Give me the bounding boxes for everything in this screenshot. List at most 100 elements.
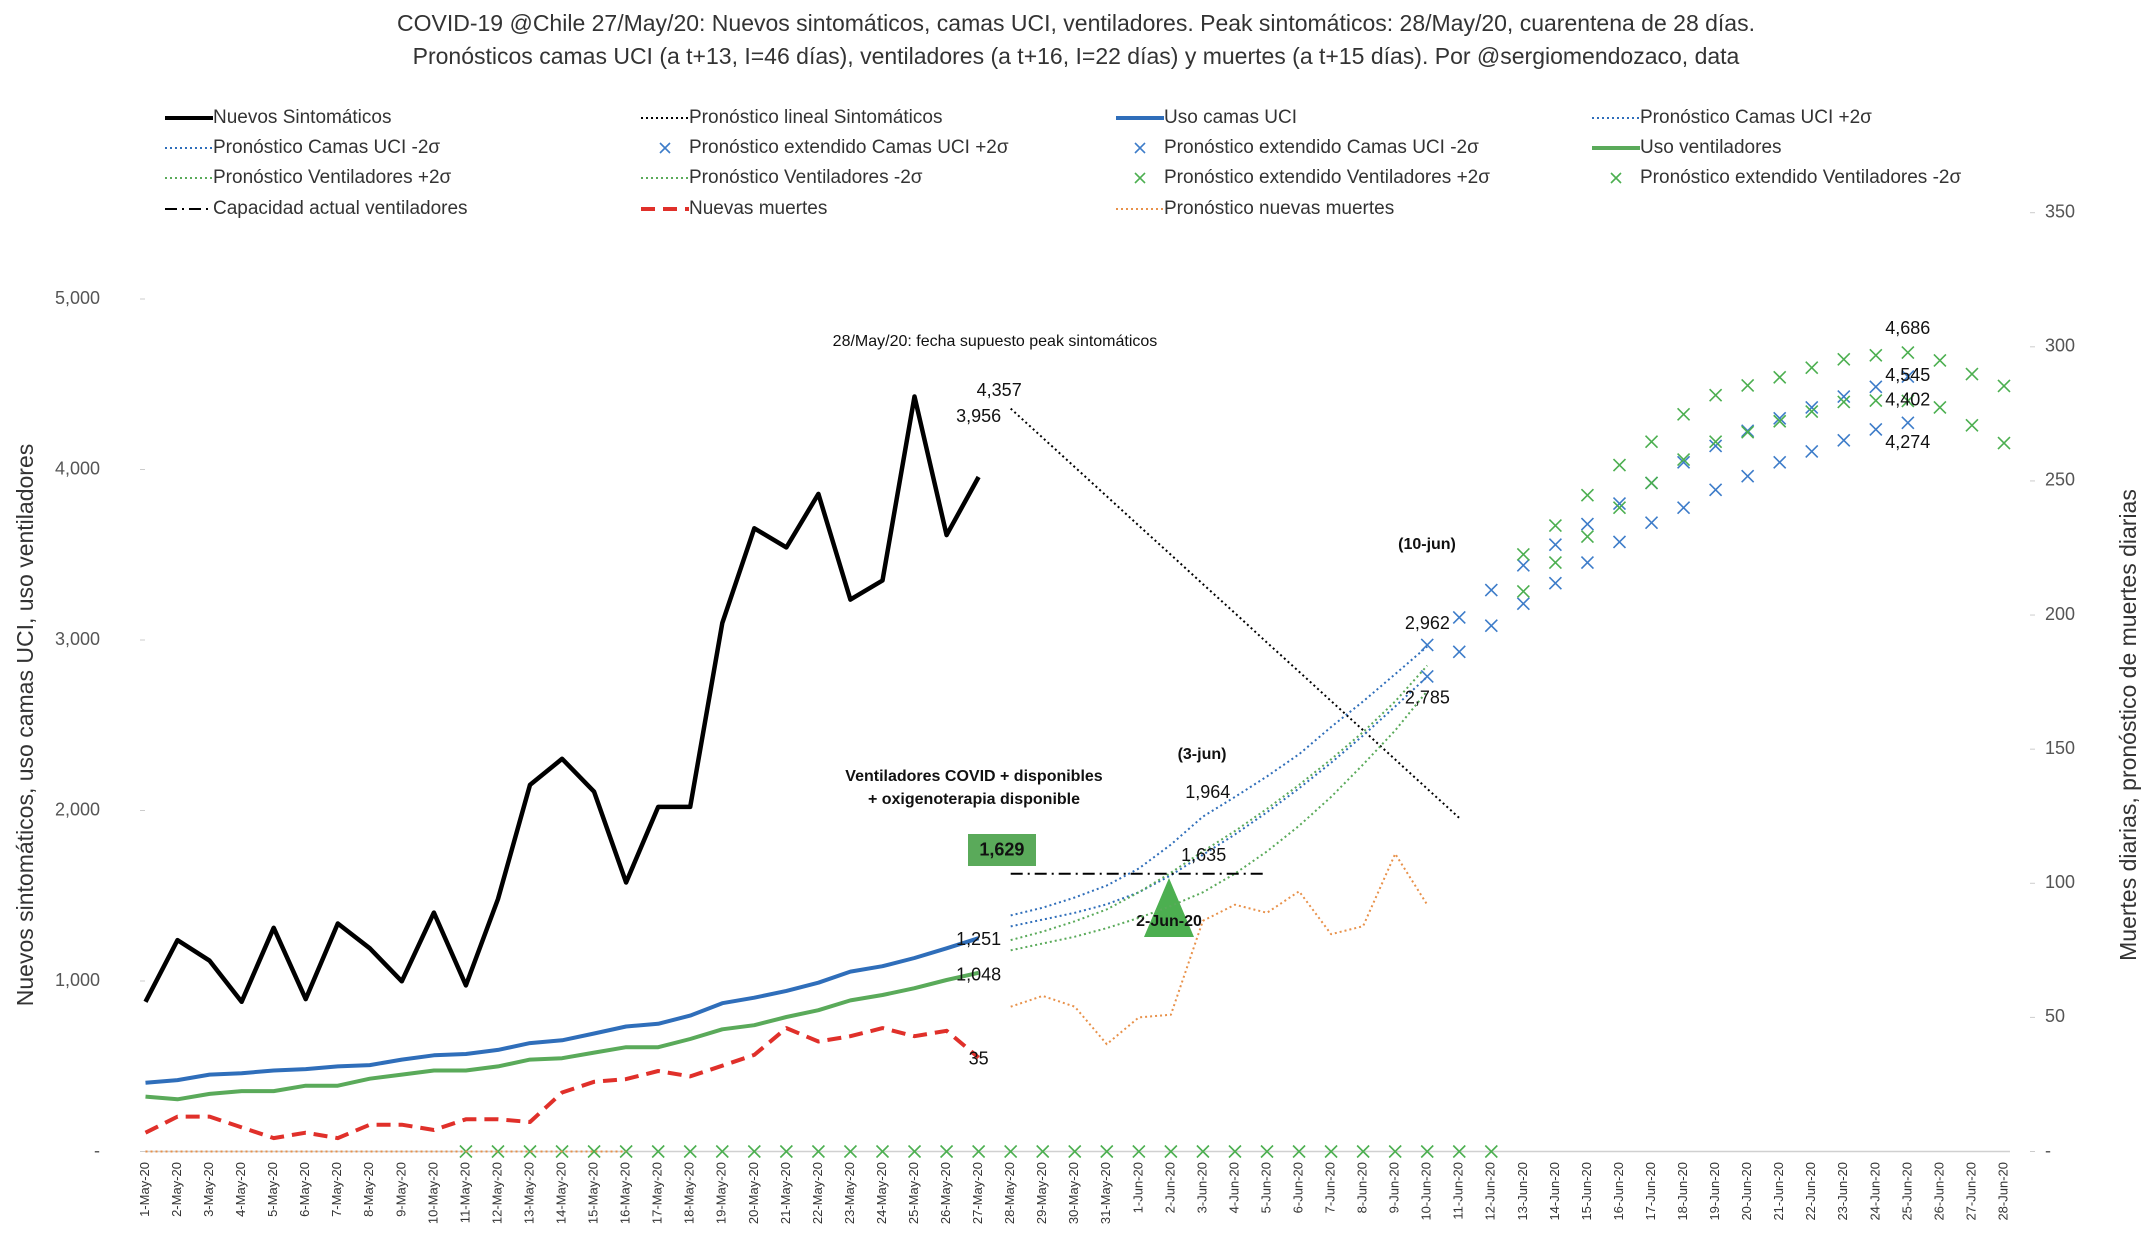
series-line bbox=[1010, 664, 1428, 942]
x-marker bbox=[811, 1144, 825, 1159]
x-marker bbox=[651, 1144, 665, 1159]
x-tick-label: 26-May-20 bbox=[938, 1162, 953, 1224]
x-tick-label: 9-May-20 bbox=[393, 1162, 408, 1217]
x-marker bbox=[1644, 476, 1659, 490]
x-tick-label: 3-Jun-20 bbox=[1194, 1162, 1209, 1213]
data-label: 1,251 bbox=[956, 929, 1001, 949]
x-marker bbox=[1837, 395, 1851, 409]
data-label: 2,785 bbox=[1405, 687, 1450, 707]
x-tick-label: 24-Jun-20 bbox=[1867, 1162, 1882, 1221]
x-tick-label: 20-May-20 bbox=[746, 1162, 761, 1224]
x-tick-label: 30-May-20 bbox=[1066, 1162, 1081, 1224]
x-marker bbox=[1677, 455, 1691, 469]
x-marker bbox=[1612, 501, 1627, 515]
x-tick-label: 18-Jun-20 bbox=[1675, 1162, 1690, 1221]
x-tick-label: 2-Jun-20 bbox=[1162, 1162, 1177, 1213]
x-tick-label: 15-May-20 bbox=[586, 1162, 601, 1224]
x-tick-label: 13-May-20 bbox=[521, 1162, 536, 1224]
x-tick-label: 31-May-20 bbox=[1098, 1162, 1113, 1224]
x-tick-label: 14-May-20 bbox=[553, 1162, 568, 1224]
x-marker bbox=[619, 1144, 633, 1159]
x-marker bbox=[1901, 345, 1915, 360]
x-tick-label: 28-Jun-20 bbox=[1995, 1162, 2010, 1221]
x-tick-label: 27-Jun-20 bbox=[1963, 1162, 1978, 1221]
x-marker bbox=[747, 1144, 761, 1159]
x-tick-label: 23-May-20 bbox=[842, 1162, 857, 1224]
x-marker bbox=[1709, 388, 1723, 402]
x-tick-label: 16-Jun-20 bbox=[1611, 1162, 1626, 1221]
legend-swatch bbox=[1134, 142, 1146, 154]
legend-label: Capacidad actual ventiladores bbox=[213, 198, 468, 219]
x-marker bbox=[1677, 453, 1691, 467]
y-tick-label: 3,000 bbox=[55, 629, 100, 649]
chart-subtitle: Pronósticos camas UCI (a t+13, I=46 días… bbox=[413, 43, 1740, 69]
x-marker bbox=[1548, 538, 1562, 552]
x-marker bbox=[1805, 404, 1819, 419]
y2-axis-label: Muertes diarias, pronóstico de muertes d… bbox=[2115, 489, 2141, 961]
y-tick-label: 4,000 bbox=[55, 458, 100, 478]
x-marker bbox=[1644, 516, 1659, 530]
x-marker bbox=[1260, 1144, 1274, 1159]
x-marker bbox=[1644, 435, 1659, 449]
x-marker bbox=[1741, 424, 1755, 438]
y-axis-label: Nuevos sintomáticos, uso camas UCI, uso … bbox=[12, 444, 38, 1006]
x-tick-label: 21-Jun-20 bbox=[1771, 1162, 1786, 1221]
x-marker bbox=[1901, 370, 1915, 384]
legend-swatch bbox=[659, 142, 671, 154]
x-tick-label: 17-Jun-20 bbox=[1643, 1162, 1658, 1221]
x-tick-label: 9-Jun-20 bbox=[1387, 1162, 1402, 1213]
x-marker bbox=[1709, 439, 1723, 453]
x-marker bbox=[1036, 1144, 1050, 1159]
x-tick-label: 4-May-20 bbox=[233, 1162, 248, 1217]
x-marker bbox=[1677, 501, 1691, 515]
x-marker bbox=[1709, 483, 1723, 497]
x-marker bbox=[940, 1144, 954, 1159]
x-marker bbox=[1901, 416, 1915, 430]
x-marker bbox=[1100, 1144, 1114, 1159]
x-marker bbox=[683, 1144, 697, 1159]
x-marker bbox=[1773, 411, 1787, 425]
series-line bbox=[1010, 690, 1428, 952]
data-label: 1,629 bbox=[979, 840, 1024, 860]
x-marker bbox=[1869, 348, 1883, 362]
data-label: 35 bbox=[969, 1048, 989, 1068]
series-line bbox=[143, 394, 981, 1005]
x-marker bbox=[715, 1144, 729, 1159]
x-marker bbox=[1228, 1144, 1242, 1159]
data-label: 2,962 bbox=[1405, 613, 1450, 633]
x-marker bbox=[1580, 529, 1595, 544]
x-tick-label: 10-Jun-20 bbox=[1419, 1162, 1434, 1221]
x-tick-label: 19-May-20 bbox=[714, 1162, 729, 1224]
x-tick-label: 5-Jun-20 bbox=[1258, 1162, 1273, 1213]
x-marker bbox=[1356, 1144, 1370, 1159]
data-label: 4,402 bbox=[1885, 390, 1930, 410]
x-marker bbox=[1741, 469, 1755, 483]
x-marker bbox=[1612, 458, 1627, 472]
y2-tick-label: 250 bbox=[2045, 470, 2075, 490]
data-label: 3,956 bbox=[956, 406, 1001, 426]
legend-label: Nuevas muertes bbox=[689, 198, 827, 219]
x-tick-label: 11-Jun-20 bbox=[1451, 1162, 1466, 1220]
x-marker bbox=[1516, 584, 1530, 598]
x-marker bbox=[1452, 610, 1466, 625]
x-marker bbox=[1901, 394, 1915, 408]
x-tick-label: 26-Jun-20 bbox=[1931, 1162, 1946, 1221]
x-tick-label: 29-May-20 bbox=[1034, 1162, 1049, 1224]
x-marker bbox=[1420, 669, 1434, 684]
x-marker bbox=[972, 1144, 986, 1159]
legend-label: Pronóstico lineal Sintomáticos bbox=[689, 107, 942, 128]
x-marker bbox=[1837, 433, 1851, 447]
y2-tick-label: 350 bbox=[2045, 201, 2075, 221]
x-marker bbox=[1612, 535, 1627, 549]
x-tick-label: 1-Jun-20 bbox=[1130, 1162, 1145, 1213]
legend-label: Pronóstico Ventiladores +2σ bbox=[213, 167, 452, 188]
legend-label: Pronóstico Ventiladores -2σ bbox=[689, 167, 923, 188]
x-marker bbox=[1324, 1144, 1338, 1159]
annotation: (3-jun) bbox=[1178, 746, 1227, 763]
x-marker bbox=[1837, 352, 1851, 366]
x-marker bbox=[1741, 425, 1755, 439]
x-marker bbox=[1548, 556, 1562, 570]
x-marker bbox=[1965, 418, 1979, 432]
x-marker bbox=[1484, 583, 1498, 597]
x-tick-label: 13-Jun-20 bbox=[1515, 1162, 1530, 1221]
